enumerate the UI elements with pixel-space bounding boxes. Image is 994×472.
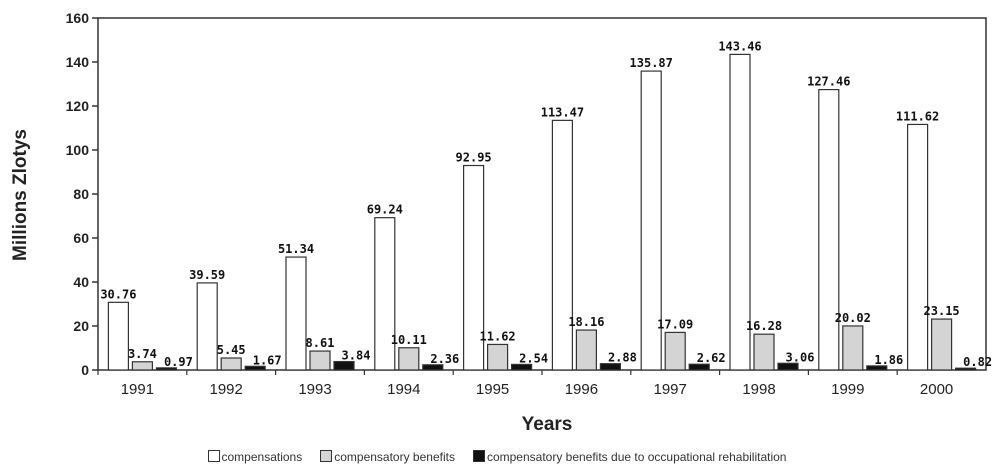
bar-rehabilitation-benefits — [511, 363, 533, 371]
data-label: 143.46 — [718, 39, 761, 53]
bar-rehabilitation-benefits — [244, 365, 266, 371]
bar-compensations — [107, 301, 130, 371]
y-tick-label: 0 — [81, 362, 89, 378]
x-tick-label: 2000 — [920, 381, 953, 398]
x-tick-label: 1992 — [210, 381, 243, 398]
x-tick-label: 1997 — [654, 381, 687, 398]
bar-rehabilitation-benefits — [866, 365, 888, 371]
data-label: 1.86 — [874, 353, 903, 367]
y-tick-label: 60 — [73, 230, 89, 246]
data-label: 2.88 — [608, 351, 637, 365]
bar-rehabilitation-benefits — [155, 367, 177, 371]
bar-rehabilitation-benefits — [954, 367, 977, 371]
bar-rehabilitation-benefits — [688, 363, 710, 371]
chart: 0 20 40 60 80 100 120 140 160 1991 30.76 3.74 0.97 19… — [10, 10, 992, 435]
data-label: 39.59 — [189, 268, 225, 282]
y-tick-label: 160 — [66, 10, 90, 26]
legend-label: compensatory benefits — [334, 450, 455, 464]
legend-label: compensations — [221, 450, 303, 464]
legend-label: compensatory benefits due to occupationa… — [486, 450, 787, 464]
data-label: 0.82 — [963, 355, 992, 369]
bar-compensations — [906, 123, 929, 371]
bar-compensatory-benefits — [664, 331, 686, 371]
bar-rehabilitation-benefits — [777, 362, 799, 371]
y-axis-title: Millions Zlotys — [10, 129, 31, 261]
bar-compensations — [729, 53, 751, 371]
data-label: 3.84 — [342, 349, 371, 363]
bar-compensatory-benefits — [309, 350, 331, 371]
bar-compensatory-benefits — [842, 325, 864, 371]
data-label: 30.76 — [100, 287, 136, 301]
data-label: 2.62 — [697, 351, 726, 365]
x-tick-label: 1996 — [565, 381, 598, 398]
data-label: 3.74 — [128, 347, 157, 361]
data-label: 3.06 — [786, 350, 815, 364]
bar-compensations — [463, 164, 485, 371]
data-label: 11.62 — [480, 329, 516, 343]
legend: compensations compensatory benefits compen… — [0, 450, 994, 464]
bar-compensatory-benefits — [930, 318, 953, 371]
legend-item: compensatory benefits due to occupationa… — [472, 450, 787, 464]
data-label: 111.62 — [896, 109, 939, 123]
data-label: 16.28 — [746, 319, 782, 333]
x-tick-label: 1991 — [121, 381, 154, 398]
plot-area: 0 20 40 60 80 100 120 140 160 1991 30.76 3.74 0.97 19… — [66, 10, 992, 398]
data-label: 23.15 — [924, 304, 960, 318]
data-label: 135.87 — [630, 56, 673, 70]
data-label: 10.11 — [391, 333, 427, 347]
data-label: 20.02 — [835, 311, 871, 325]
legend-item: compensations — [207, 450, 303, 464]
bar-compensations — [818, 88, 840, 371]
data-label: 69.24 — [367, 203, 403, 217]
data-label: 92.95 — [456, 151, 492, 165]
data-label: 0.97 — [164, 355, 193, 369]
bar-compensations — [285, 256, 307, 371]
bar-compensatory-benefits — [398, 347, 420, 371]
bar-compensations — [196, 282, 218, 371]
bar-compensations — [640, 70, 662, 371]
bar-rehabilitation-benefits — [333, 360, 355, 371]
data-label: 1.67 — [253, 353, 282, 367]
x-tick-label: 1993 — [298, 381, 331, 398]
legend-swatch — [320, 450, 333, 462]
bar-compensations — [551, 119, 574, 371]
bar-compensatory-benefits — [575, 329, 598, 371]
bar-compensatory-benefits — [220, 357, 242, 371]
data-label: 17.09 — [657, 317, 693, 331]
data-label: 113.47 — [541, 105, 584, 119]
data-label: 127.46 — [807, 75, 850, 89]
bar-compensations — [374, 217, 396, 371]
y-tick-label: 80 — [73, 186, 89, 202]
bar-rehabilitation-benefits — [599, 363, 622, 371]
y-tick-label: 100 — [66, 142, 90, 158]
data-label: 2.36 — [430, 352, 459, 366]
y-tick-label: 120 — [66, 98, 90, 114]
data-label: 51.34 — [278, 242, 314, 256]
bar-rehabilitation-benefits — [422, 364, 444, 371]
x-tick-label: 1998 — [742, 381, 775, 398]
bar-compensatory-benefits — [131, 361, 153, 371]
bar-compensatory-benefits — [753, 333, 775, 371]
bar-compensatory-benefits — [487, 343, 509, 371]
data-label: 5.45 — [217, 343, 246, 357]
x-tick-label: 1995 — [476, 381, 509, 398]
x-tick-label: 1994 — [387, 381, 420, 398]
data-label: 8.61 — [306, 336, 335, 350]
y-tick-label: 140 — [66, 54, 90, 70]
legend-swatch — [207, 450, 220, 462]
x-tick-label: 1999 — [831, 381, 864, 398]
data-label: 18.16 — [568, 315, 604, 329]
data-label: 2.54 — [519, 351, 548, 365]
y-tick-label: 20 — [73, 318, 89, 334]
x-axis-title: Years — [522, 414, 573, 435]
legend-item: compensatory benefits — [320, 450, 455, 464]
y-tick-label: 40 — [73, 274, 89, 290]
legend-swatch — [472, 450, 485, 462]
